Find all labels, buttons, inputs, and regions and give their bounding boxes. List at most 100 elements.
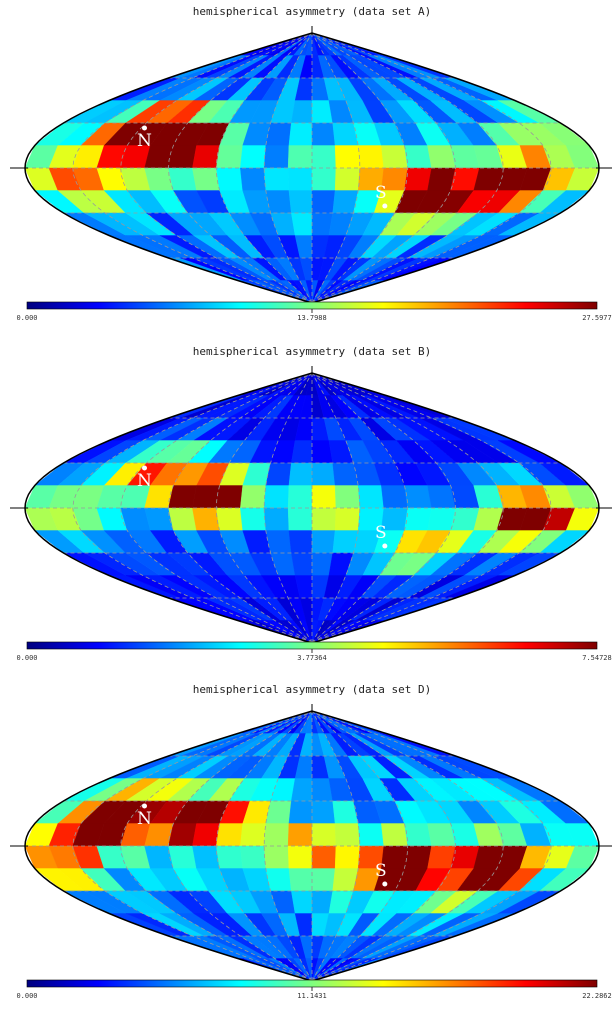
heatmap-cell: [404, 145, 432, 169]
meridian-line: [311, 372, 504, 644]
heatmap-cell: [311, 868, 336, 892]
heatmap-cell: [291, 212, 313, 236]
meridian-line: [120, 372, 313, 644]
meridian-line: [311, 32, 552, 304]
meridian-line: [263, 32, 313, 304]
heatmap-cell: [240, 145, 267, 169]
heatmap-cell: [334, 845, 361, 869]
heatmap-cell: [291, 100, 313, 124]
heatmap-cell: [404, 485, 432, 509]
heatmap-cell: [192, 507, 220, 531]
north-pole-marker: [141, 803, 147, 809]
meridian-line: [311, 32, 409, 304]
heatmap-cell: [216, 823, 243, 847]
meridian-line: [168, 32, 313, 304]
heatmap-cell: [216, 485, 243, 509]
heatmap-cell: [263, 145, 290, 169]
meridian-line: [311, 710, 409, 982]
heatmap-cell: [291, 778, 313, 802]
heatmap-cell: [311, 823, 337, 847]
graticule: [25, 32, 599, 304]
colorbar-max-label: 27.5977: [582, 314, 612, 322]
meridian-line: [72, 32, 313, 304]
heatmap-cell: [334, 145, 361, 169]
heatmap-cell: [291, 552, 313, 576]
heatmap-cell: [192, 823, 220, 847]
heatmap-cell: [311, 462, 336, 486]
heatmap-cell: [216, 145, 243, 169]
colorbar-min-label: 0.000: [16, 314, 37, 322]
meridian-line: [120, 710, 313, 982]
north-pole-marker: [141, 465, 147, 471]
heatmap-cell: [357, 485, 385, 509]
graticule: [25, 710, 599, 982]
heatmap-cell: [288, 800, 313, 824]
meridian-line: [311, 372, 361, 644]
heatmap-cell: [287, 485, 313, 509]
heatmap-cell: [168, 507, 197, 531]
south-pole-marker: [382, 543, 388, 549]
south-label: S: [375, 183, 387, 203]
heatmap-cell: [311, 507, 337, 531]
panel-b: hemispherical asymmetry (data set B) N S…: [0, 340, 615, 675]
heatmap-cell: [263, 823, 290, 847]
meridian-line: [72, 710, 313, 982]
heatmap-cell: [288, 190, 313, 214]
meridian-line: [311, 372, 456, 644]
heatmap-cell: [216, 167, 243, 191]
heatmap-cell: [311, 145, 337, 169]
meridian-line: [311, 32, 361, 304]
heatmap-cell: [192, 485, 220, 509]
heatmap-cell: [288, 462, 313, 486]
colorbar-mid-label: 3.77364: [297, 654, 327, 662]
heatmap-cell: [381, 823, 408, 847]
graticule: [25, 372, 599, 644]
meridian-line: [311, 710, 504, 982]
south-pole-marker: [382, 203, 388, 209]
north-label: N: [137, 471, 152, 491]
heatmap-cell: [168, 823, 197, 847]
meridian-line: [168, 710, 313, 982]
heatmap-cell: [287, 823, 313, 847]
colorbar-max-label: 7.54728: [582, 654, 612, 662]
heatmap-cell: [404, 845, 432, 869]
meridian-line: [263, 710, 313, 982]
heatmap-cell: [291, 890, 313, 914]
heatmap-cell: [287, 167, 313, 191]
mollweide-map-b: hemispherical asymmetry (data set B) N S…: [10, 345, 612, 662]
heatmap-cell: [311, 122, 336, 146]
meridian-line: [168, 372, 313, 644]
meridian-line: [263, 372, 313, 644]
heatmap-cell: [240, 167, 267, 191]
meridian-line: [311, 372, 409, 644]
heatmap-cell: [311, 190, 336, 214]
colorbar: [26, 301, 598, 310]
heatmap-cell: [404, 823, 432, 847]
heatmap-cell: [192, 167, 220, 191]
mollweide-map-a: hemispherical asymmetry (data set A) N S…: [10, 5, 612, 322]
south-label: S: [375, 523, 387, 543]
meridian-line: [311, 32, 504, 304]
colorbar-mid-label: 13.7988: [297, 314, 327, 322]
heatmap-cell: [381, 145, 408, 169]
heatmap-cell: [168, 167, 197, 191]
heatmap-cell: [404, 167, 432, 191]
colorbar: [26, 641, 598, 650]
heatmap-cell: [168, 845, 197, 869]
south-label: S: [375, 861, 387, 881]
colorbar: [26, 979, 598, 988]
meridian-line: [215, 32, 313, 304]
heatmap-cell: [404, 507, 432, 531]
colorbar-min-label: 0.000: [16, 992, 37, 1000]
panel-title: hemispherical asymmetry (data set D): [193, 683, 431, 696]
heatmap-cell: [240, 845, 267, 869]
mollweide-map-d: hemispherical asymmetry (data set D) N S…: [10, 683, 612, 1000]
heatmap-cell: [240, 823, 267, 847]
panel-title: hemispherical asymmetry (data set A): [193, 5, 431, 18]
heatmap-cell: [381, 485, 408, 509]
meridian-line: [311, 32, 456, 304]
heatmap-cell: [263, 485, 290, 509]
heatmap-cell: [168, 145, 197, 169]
heatmap-cell: [192, 845, 220, 869]
heatmap-cell: [357, 823, 385, 847]
